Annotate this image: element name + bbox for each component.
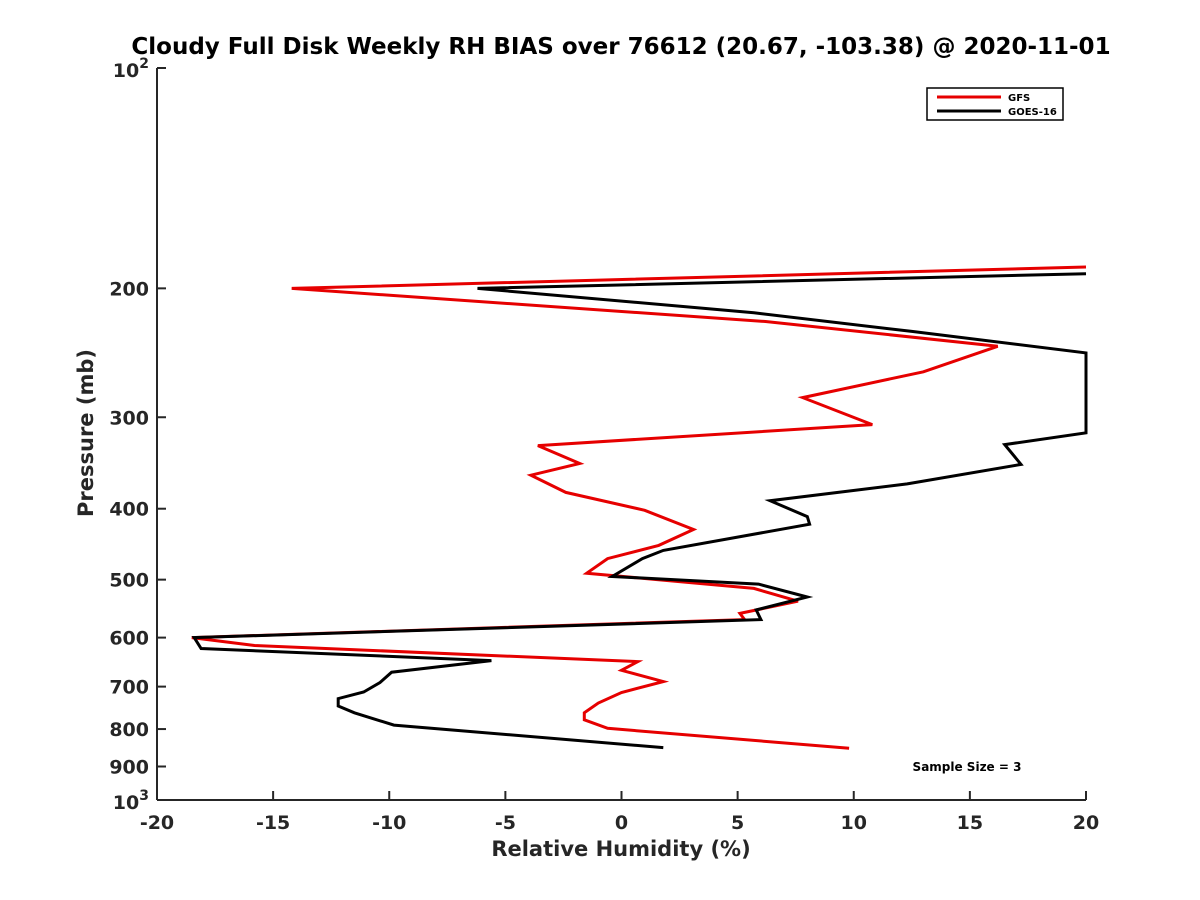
x-tick-label: 20 xyxy=(1073,812,1099,834)
y-tick-exponent: 3 xyxy=(139,788,149,804)
y-tick-label: 103 xyxy=(113,788,149,814)
x-axis-label: Relative Humidity (%) xyxy=(491,837,750,861)
plot-area: -20 -15 -10 -5 0 5 10 15 20 10220030040050060070… xyxy=(109,56,1099,834)
legend-entries: GFS GOES-16 xyxy=(937,93,1057,118)
y-tick-exponent: 2 xyxy=(139,56,149,72)
y-tick-label: 700 xyxy=(109,677,149,699)
y-tick-label: 900 xyxy=(109,757,149,779)
series-line-goes-16 xyxy=(191,272,1088,750)
legend-label: GOES-16 xyxy=(1008,107,1057,118)
x-tick-label: 5 xyxy=(731,812,744,834)
x-tick-label: -5 xyxy=(495,812,516,834)
legend-label: GFS xyxy=(1008,93,1030,104)
y-tick-label: 400 xyxy=(109,499,149,521)
x-tick-label: 15 xyxy=(957,812,983,834)
y-tick-label: 300 xyxy=(109,407,149,429)
y-axis-label: Pressure (mb) xyxy=(74,349,98,517)
chart-title: Cloudy Full Disk Weekly RH BIAS over 766… xyxy=(131,34,1110,60)
y-tick-base: 10 xyxy=(113,60,139,82)
x-tick-label: 0 xyxy=(615,812,628,834)
x-tick-label: -15 xyxy=(256,812,290,834)
y-tick-label: 200 xyxy=(109,278,149,300)
x-tick-label: 10 xyxy=(841,812,867,834)
legend-box xyxy=(926,87,1064,121)
y-tick-label: 102 xyxy=(113,56,149,82)
y-tick-base: 10 xyxy=(113,792,139,814)
legend: GFS GOES-16 xyxy=(926,87,1064,121)
x-ticks: -20 -15 -10 -5 0 5 10 15 20 xyxy=(140,791,1099,834)
sample-size-annotation: Sample Size = 3 xyxy=(913,760,1022,774)
x-tick-label: -20 xyxy=(140,812,174,834)
y-tick-label: 500 xyxy=(109,570,149,592)
y-tick-label: 800 xyxy=(109,719,149,741)
series-line-gfs xyxy=(191,265,1087,750)
x-tick-label: -10 xyxy=(372,812,406,834)
y-tick-label: 600 xyxy=(109,628,149,650)
series-layer xyxy=(191,265,1088,750)
